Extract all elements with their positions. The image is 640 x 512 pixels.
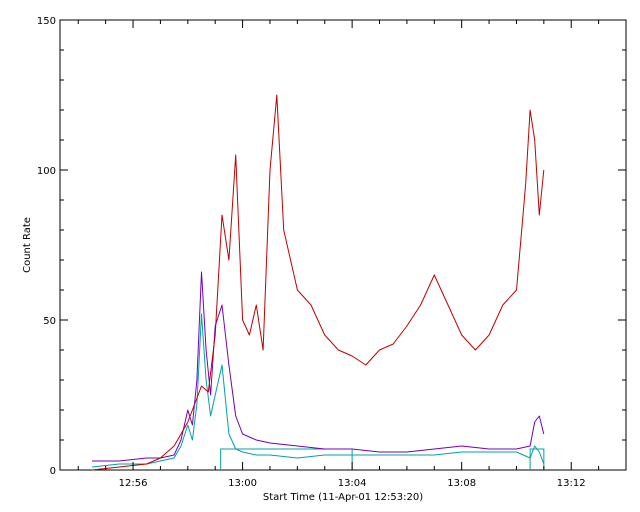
y-tick-label-3: 150 [37, 16, 56, 27]
y-tick-label-1: 50 [43, 316, 56, 327]
series-line-0 [91, 313, 545, 468]
x-axis-title: Start Time (11-Apr-01 12:53:20) [263, 492, 423, 503]
y-tick-label-2: 100 [37, 166, 56, 177]
overlay-box-0 [220, 448, 353, 470]
y-axis-title: Count Rate [22, 217, 33, 273]
x-tick-label-0: 12:56 [119, 478, 148, 489]
series-line-2 [91, 94, 545, 471]
plot-frame [59, 19, 627, 471]
x-axis: 12:56 13:00 13:04 13:08 13:12 [77, 20, 600, 489]
x-tick-label-3: 13:08 [447, 478, 476, 489]
series-line-1 [92, 271, 545, 462]
x-tick-label-4: 13:12 [557, 478, 586, 489]
series-layer [91, 94, 545, 471]
x-tick-label-1: 13:00 [228, 478, 257, 489]
y-tick-label-0: 0 [50, 466, 56, 477]
y-axis: 0 50 100 150 [37, 16, 626, 477]
x-tick-label-2: 13:04 [338, 478, 367, 489]
